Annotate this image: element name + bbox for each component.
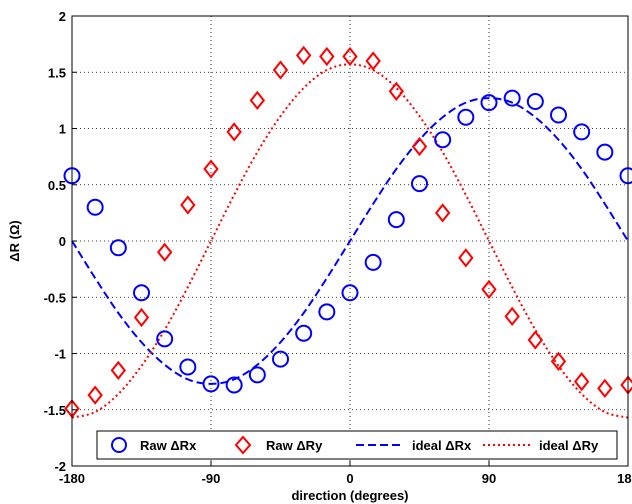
grid <box>72 16 628 466</box>
ticks: -180 -90 0 90 180 -2 -1.5 -1 -0.5 0 0.5 1 1.5 2 <box>44 9 632 486</box>
raw-ry-point <box>597 378 613 398</box>
raw-ry-point <box>87 385 103 405</box>
raw-ry-point <box>133 307 150 328</box>
x-tick-label: -90 <box>202 471 221 486</box>
raw-rx-point <box>434 131 452 149</box>
raw-rx-point <box>248 366 266 384</box>
raw-rx-point <box>503 89 521 107</box>
x-tick-label: 0 <box>346 471 353 486</box>
raw-ry-point <box>434 203 451 223</box>
raw-rx-point <box>179 358 197 376</box>
raw-ry-point <box>342 46 358 67</box>
raw-rx-point <box>411 175 428 193</box>
raw-rx-point <box>457 108 475 126</box>
raw-ry-point <box>458 248 474 268</box>
y-tick-label: -0.5 <box>44 290 66 305</box>
raw-ry-point <box>295 45 312 65</box>
raw-ry-point <box>203 159 219 179</box>
raw-rx-point <box>364 253 382 271</box>
y-tick-label: 0 <box>59 234 66 249</box>
raw-rx-point <box>480 94 498 112</box>
raw-ry-point <box>411 136 428 157</box>
raw-rx-point <box>156 330 174 348</box>
raw-rx-point <box>133 284 150 302</box>
legend-swatch-raw-rx <box>111 437 127 453</box>
y-axis-label: ΔR (Ω) <box>7 220 22 261</box>
raw-ry-point <box>481 279 497 299</box>
raw-ry-point <box>226 122 242 142</box>
raw-rx-point <box>295 324 313 342</box>
raw-rx-point <box>596 143 614 161</box>
x-axis-label: direction (degrees) <box>291 488 408 503</box>
raw-rx-point <box>573 123 591 141</box>
raw-ry-point <box>272 60 289 80</box>
raw-rx-point <box>225 376 243 394</box>
raw-ry-point <box>388 81 405 101</box>
raw-ry-point <box>504 306 520 326</box>
y-tick-label: 2 <box>59 9 66 24</box>
raw-ry-point <box>180 195 196 215</box>
raw-ry-point <box>319 46 335 67</box>
raw-rx-point <box>86 198 104 216</box>
raw-rx-point <box>387 211 405 229</box>
legend-swatch-raw-ry <box>234 435 252 455</box>
legend-label: ideal ΔRy <box>539 438 599 453</box>
series-layer <box>63 45 632 419</box>
raw-rx-point <box>526 93 544 110</box>
y-tick-label: 0.5 <box>48 178 66 193</box>
raw-rx-point <box>318 303 336 321</box>
legend-label: Raw ΔRx <box>140 438 197 453</box>
legend-label: ideal ΔRx <box>412 438 472 453</box>
raw-rx-point <box>272 350 289 368</box>
y-tick-label: -2 <box>54 459 66 474</box>
ideal-rx-line <box>71 97 629 385</box>
x-tick-label: -180 <box>59 471 85 486</box>
raw-rx-point <box>341 284 359 302</box>
raw-rx-point <box>550 106 567 124</box>
raw-ry-point <box>249 90 266 110</box>
raw-ry-point <box>110 360 127 380</box>
x-tick-label: 180 <box>617 471 632 486</box>
y-tick-label: 1 <box>59 122 66 137</box>
y-tick-label: 1.5 <box>48 65 66 80</box>
raw-rx-point <box>109 239 127 257</box>
y-tick-label: -1 <box>54 347 66 362</box>
raw-ry-point <box>527 330 544 350</box>
raw-ry-point <box>365 51 381 71</box>
raw-rx-point <box>202 375 220 393</box>
legend: Raw ΔRx Raw ΔRy ideal ΔRx ideal ΔRy <box>96 430 618 460</box>
y-tick-label: -1.5 <box>44 403 66 418</box>
raw-ry-point <box>550 351 567 371</box>
legend-label: Raw ΔRy <box>266 438 323 453</box>
x-tick-label: 90 <box>482 471 496 486</box>
raw-ry-point <box>156 242 173 262</box>
raw-ry-point <box>573 372 590 392</box>
